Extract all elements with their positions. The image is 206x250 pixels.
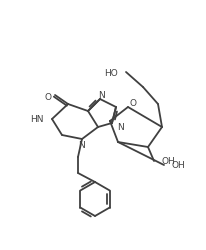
Text: O: O [45, 92, 52, 101]
Text: OH: OH [171, 161, 185, 170]
Text: N: N [98, 90, 105, 99]
Text: N: N [116, 123, 123, 132]
Text: N: N [78, 140, 85, 149]
Text: HO: HO [104, 68, 117, 77]
Text: HN: HN [30, 115, 44, 124]
Text: OH: OH [161, 157, 175, 166]
Text: O: O [129, 99, 136, 108]
